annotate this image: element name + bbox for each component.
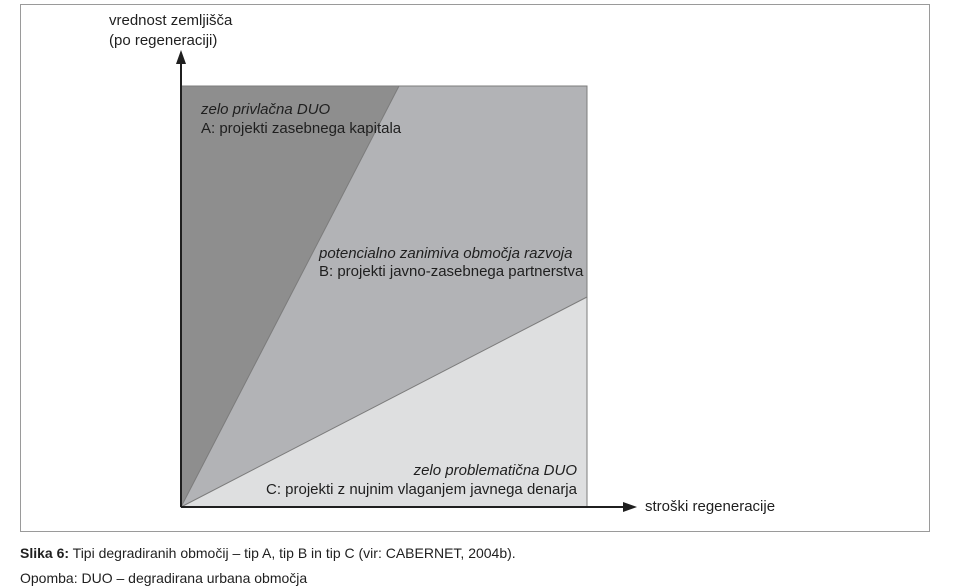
x-axis-label: stroški regeneracije — [645, 498, 775, 515]
zone-c-subtitle: C: projekti z nujnim vlaganjem javnega d… — [266, 481, 578, 498]
figure-note: Opomba: DUO – degradirana urbana območja — [20, 570, 308, 586]
zone-b-title: potencialno zanimiva območja razvoja — [318, 245, 572, 262]
y-axis-label-line1: vrednost zemljišča — [109, 12, 233, 29]
y-axis-label-line2: (po regeneraciji) — [109, 32, 217, 49]
zone-b-area — [181, 86, 587, 507]
figure-caption: Slika 6: Tipi degradiranih območij – tip… — [20, 544, 516, 562]
x-axis-arrow-icon — [623, 502, 637, 512]
boundary-a-b — [180, 85, 400, 508]
zone-b-subtitle: B: projekti javno-zasebnega partnerstva — [319, 263, 584, 280]
caption-label: Slika 6: — [20, 545, 70, 561]
zone-a-title: zelo privlačna DUO — [200, 101, 331, 118]
y-axis-arrow-icon — [176, 50, 186, 64]
boundary-b-c — [180, 296, 588, 508]
zone-c-title: zelo problematična DUO — [413, 462, 578, 479]
zone-a-subtitle: A: projekti zasebnega kapitala — [201, 120, 402, 137]
caption-text: Tipi degradiranih območij – tip A, tip B… — [69, 545, 516, 561]
